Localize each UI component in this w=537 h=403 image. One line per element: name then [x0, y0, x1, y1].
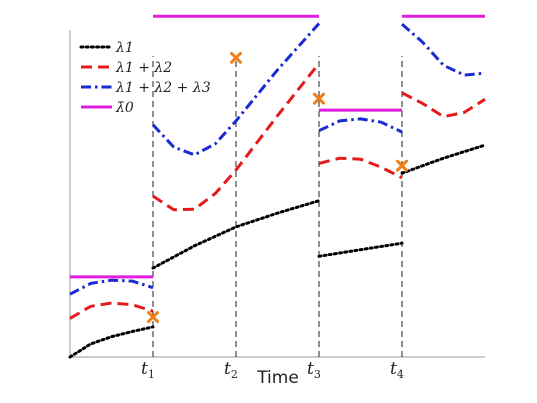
- series-3-segment-4: [401, 22, 486, 77]
- event-lines: [152, 56, 403, 357]
- x-tick-label-2: t2: [224, 359, 238, 381]
- legend-label-2: λ1 + λ2: [115, 60, 172, 76]
- x-tick-label-4: t4: [390, 359, 404, 381]
- series-3-segment-1: [69, 278, 154, 296]
- x-ticks: t1 t2 t3 t4: [141, 359, 404, 381]
- series-2-segment-2: [152, 62, 321, 212]
- series-2-segment-1: [69, 301, 154, 320]
- series-2-segment-3: [318, 156, 403, 180]
- legend-label-1: λ1: [115, 40, 134, 56]
- marker-2: [230, 51, 242, 64]
- series-1-segment-4: [400, 143, 487, 175]
- legend-label-3: λ1 + λ2 + λ3: [115, 80, 211, 96]
- legend: λ1 λ1 + λ2 λ1 + λ2 + λ3 λ̄0: [79, 40, 211, 116]
- marker-4: [396, 159, 408, 172]
- x-axis-label: Time: [256, 368, 299, 388]
- x-tick-label-3: t3: [307, 359, 321, 381]
- legend-label-4: λ̄0: [115, 100, 134, 116]
- x-tick-label-1: t1: [141, 359, 155, 381]
- markers-group: [147, 51, 408, 324]
- marker-3: [313, 92, 325, 105]
- series-3-segment-2: [151, 22, 321, 157]
- axes: [69, 30, 485, 358]
- series-1-segment-1: [68, 325, 155, 359]
- series-3-segment-3: [318, 117, 403, 134]
- marker-1: [147, 311, 159, 324]
- series-2-segment-4: [401, 91, 486, 119]
- series-1-segment-3: [317, 241, 404, 258]
- series-group: [68, 14, 487, 359]
- series-1-segment-2: [151, 199, 321, 270]
